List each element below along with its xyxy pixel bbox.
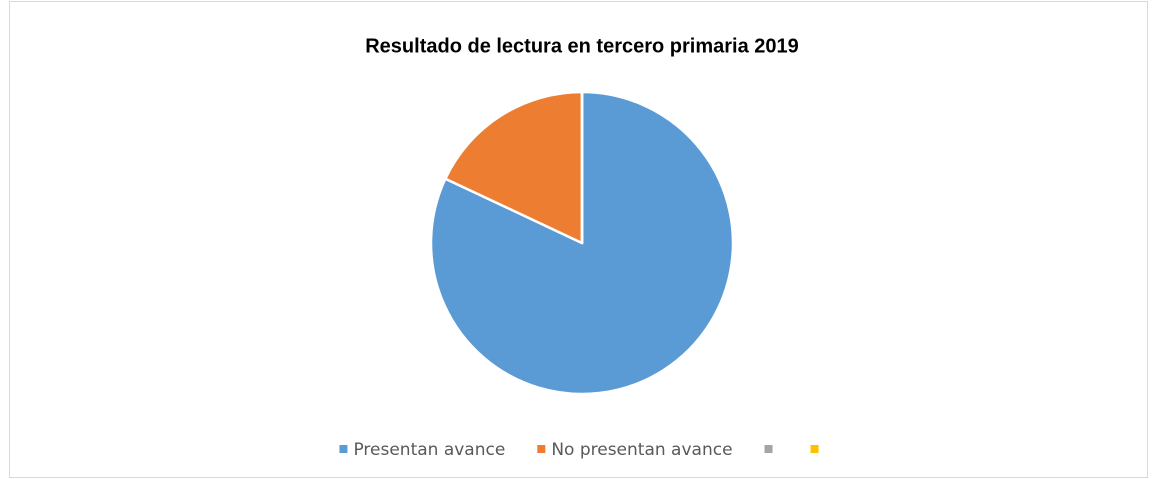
legend-swatch [810, 445, 819, 453]
legend-label: No presentan avance [551, 440, 732, 460]
pie-slice [444, 90, 584, 245]
chart-title: Resultado de lectura en tercero primaria… [365, 35, 799, 57]
legend-swatch [764, 445, 773, 453]
legend-swatch [537, 445, 546, 453]
legend-swatch [339, 445, 348, 453]
legend-label: Presentan avance [353, 440, 505, 460]
